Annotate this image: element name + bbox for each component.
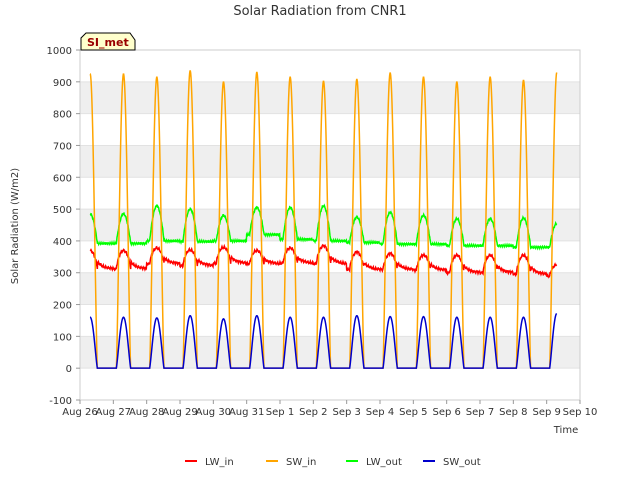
y-tick-label: 0 (66, 364, 72, 375)
x-tick-label: Sep 5 (399, 407, 427, 418)
background-band (80, 81, 580, 114)
legend-label-lw-out: LW_out (366, 457, 402, 468)
background-bands (80, 81, 580, 369)
legend: LW_in SW_in LW_out SW_out (185, 457, 481, 468)
series-line-lw-out (89, 203, 558, 251)
chart-title: Solar Radiation from CNR1 (233, 4, 406, 19)
x-tick-label: Aug 30 (196, 407, 231, 418)
y-tick-label: 600 (53, 173, 72, 184)
x-axis-label: Time (553, 425, 578, 436)
x-tick-label: Aug 29 (162, 407, 197, 418)
x-tick-label: Aug 28 (129, 407, 164, 418)
x-tick-label: Sep 4 (366, 407, 394, 418)
x-tick-label: Aug 26 (62, 407, 97, 418)
x-tick-label: Sep 3 (332, 407, 360, 418)
x-tick-label: Aug 31 (229, 407, 264, 418)
x-tick-label: Sep 10 (563, 407, 598, 418)
plot-frame (79, 49, 581, 401)
site-badge: SI_met (80, 32, 136, 51)
background-band (80, 145, 580, 178)
y-tick-label: 100 (53, 332, 72, 343)
x-tick-label: Sep 6 (432, 407, 460, 418)
x-tick-label: Sep 8 (499, 407, 527, 418)
y-tick-label: 900 (53, 78, 72, 89)
x-tick-label: Sep 7 (466, 407, 494, 418)
series-line-lw-in (89, 243, 558, 279)
legend-label-sw-in: SW_in (286, 457, 316, 468)
badge-shape (80, 32, 136, 51)
y-tick-label: 800 (53, 110, 72, 121)
y-tick-label: 200 (53, 301, 72, 312)
x-tick-label: Sep 9 (532, 407, 560, 418)
badge-label: SI_met (87, 36, 129, 49)
x-tick-label: Aug 27 (96, 407, 131, 418)
x-tick-label: Sep 1 (266, 407, 294, 418)
legend-label-lw-in: LW_in (205, 457, 234, 468)
y-axis-label: Solar Radiation (W/m2) (10, 168, 21, 284)
series-lines (89, 70, 558, 369)
y-tick-label: 1000 (47, 46, 72, 57)
y-axis-ticks: -100 0 100 200 300 400 500 600 700 800 900 1000 (47, 46, 80, 407)
x-tick-label: Sep 2 (299, 407, 327, 418)
y-tick-label: 700 (53, 141, 72, 152)
y-tick-label: -100 (49, 396, 72, 407)
y-tick-label: 300 (53, 269, 72, 280)
y-tick-label: 400 (53, 237, 72, 248)
series-line-sw-out (89, 312, 558, 369)
y-tick-label: 500 (53, 205, 72, 216)
background-band (80, 272, 580, 305)
legend-label-sw-out: SW_out (443, 457, 481, 468)
